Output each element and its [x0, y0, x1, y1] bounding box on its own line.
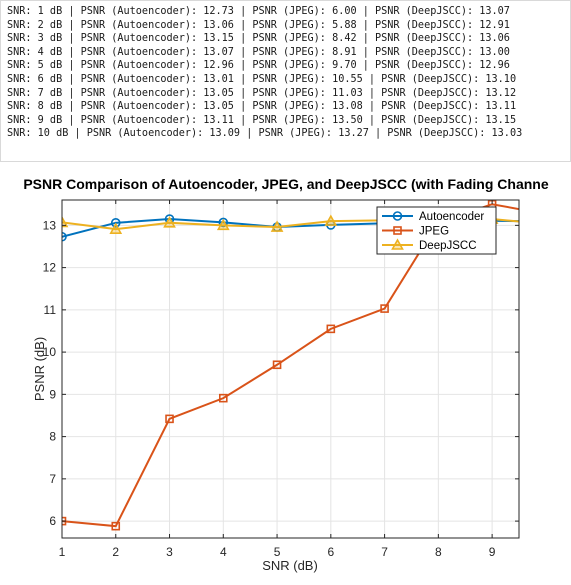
y-tick-label: 8	[49, 430, 56, 444]
y-tick-label: 7	[49, 472, 56, 486]
data-point	[109, 222, 123, 234]
legend-label: JPEG	[419, 226, 449, 238]
console-line: SNR: 6 dB | PSNR (Autoencoder): 13.01 | …	[7, 73, 517, 85]
x-tick-label: 9	[489, 545, 496, 559]
legend-marker	[391, 238, 404, 250]
legend-label: DeepJSCC	[419, 240, 477, 252]
console-line: SNR: 5 dB | PSNR (Autoencoder): 12.96 | …	[7, 60, 510, 72]
data-point	[380, 304, 389, 313]
plot-frame	[61, 199, 520, 539]
console-line: SNR: 8 dB | PSNR (Autoencoder): 13.05 | …	[7, 101, 517, 113]
x-axis-label: SNR (dB)	[262, 558, 318, 573]
data-point	[218, 217, 229, 228]
console-line: SNR: 9 dB | PSNR (Autoencoder): 13.11 | …	[7, 114, 517, 126]
data-point	[111, 521, 121, 531]
console-output: SNR: 1 dB | PSNR (Autoencoder): 12.73 | …	[0, 0, 571, 162]
data-point	[218, 393, 228, 403]
x-tick-label: 3	[166, 545, 173, 559]
data-point	[165, 414, 174, 424]
console-line: SNR: 2 dB | PSNR (Autoencoder): 13.06 | …	[7, 19, 510, 31]
x-tick-label: 4	[220, 545, 227, 559]
data-point	[62, 231, 67, 242]
data-point	[541, 219, 551, 228]
x-tick-label: 2	[112, 545, 119, 559]
x-tick-label: 8	[435, 545, 442, 559]
y-tick-label: 12	[43, 261, 57, 275]
chart-title: PSNR Comparison of Autoencoder, JPEG, an…	[23, 176, 549, 192]
console-line: SNR: 4 dB | PSNR (Autoencoder): 13.07 | …	[7, 46, 510, 58]
x-tick-label: 6	[327, 545, 334, 559]
console-line: SNR: 10 dB | PSNR (Autoencoder): 13.09 |…	[7, 128, 523, 140]
legend-label: Autoencoder	[419, 211, 484, 223]
x-tick-label: 1	[59, 545, 66, 559]
x-tick-label: 7	[381, 545, 388, 559]
data-point	[542, 210, 549, 217]
data-point	[272, 360, 282, 370]
legend: Autoencoder JPEG DeepJSCC	[376, 206, 497, 255]
y-tick-label: 9	[49, 387, 56, 401]
legend-marker	[393, 226, 402, 235]
data-point	[216, 218, 230, 231]
y-tick-label: 13	[43, 218, 57, 232]
y-tick-label: 10	[43, 345, 57, 359]
console-line: SNR: 3 dB | PSNR (Autoencoder): 13.15 | …	[7, 33, 510, 45]
data-point	[163, 216, 176, 228]
y-tick-label: 6	[49, 514, 56, 528]
console-line: SNR: 7 dB | PSNR (Autoencoder): 13.05 | …	[7, 87, 517, 99]
console-line: SNR: 1 dB | PSNR (Autoencoder): 12.73 | …	[7, 6, 510, 17]
y-tick-label: 11	[44, 303, 57, 317]
psnr-chart: PSNR Comparison of Autoencoder, JPEG, an…	[23, 176, 551, 573]
x-tick-label: 5	[274, 545, 281, 559]
data-point	[270, 220, 284, 232]
y-axis-label: PSNR (dB)	[32, 337, 47, 401]
data-point	[326, 324, 336, 334]
legend-marker	[392, 211, 403, 221]
data-point	[324, 214, 338, 226]
data-point	[110, 218, 121, 228]
data-point	[542, 218, 550, 226]
data-point	[62, 215, 69, 228]
